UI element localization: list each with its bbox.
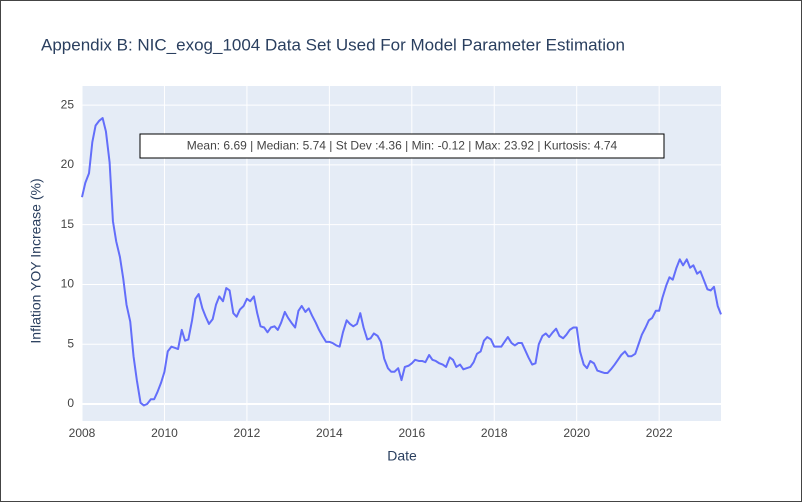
x-tick-label: 2020 (563, 426, 590, 440)
x-axis-title: Date (387, 448, 417, 464)
y-tick-label: 0 (67, 396, 74, 410)
y-tick-label: 15 (61, 217, 75, 231)
y-tick-label: 20 (61, 157, 75, 171)
x-tick-label: 2010 (151, 426, 178, 440)
x-tick-label: 2008 (69, 426, 96, 440)
y-tick-label: 5 (67, 336, 74, 350)
annotation: Mean: 6.69 | Median: 5.74 | St Dev :4.36… (187, 139, 618, 153)
chart-title: Appendix B: NIC_exog_1004 Data Set Used … (41, 35, 625, 54)
y-tick-label: 10 (61, 277, 75, 291)
x-tick-label: 2022 (646, 426, 673, 440)
data-line (81, 117, 722, 407)
x-tick-label: 2018 (481, 426, 508, 440)
x-tick-label: 2016 (398, 426, 425, 440)
x-tick-label: 2012 (234, 426, 261, 440)
x-tick-label: 2014 (316, 426, 343, 440)
y-axis-title: Inflation YOY Increase (%) (28, 178, 44, 343)
y-tick-label: 25 (61, 97, 75, 111)
annotation-box (139, 133, 665, 159)
